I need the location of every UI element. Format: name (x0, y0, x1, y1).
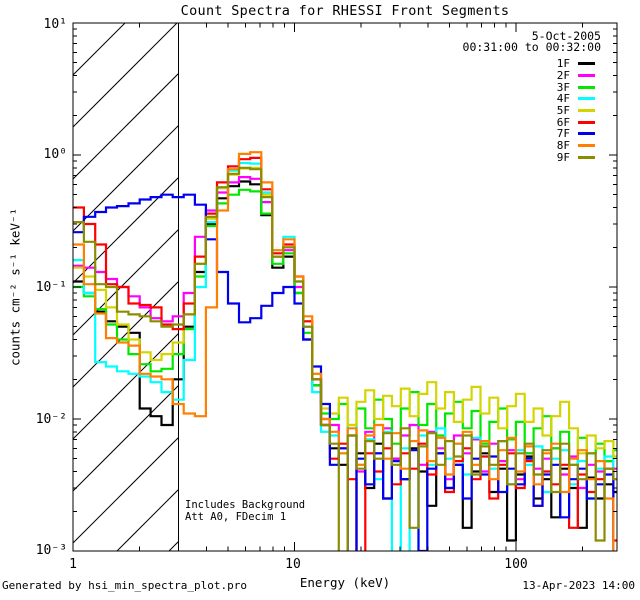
x-tick-label: 10 (285, 557, 301, 572)
render-timestamp: 13-Apr-2023 14:00 (522, 579, 635, 592)
plot-notes: Includes Background Att A0, FDecim 1 (185, 499, 305, 523)
generated-by-note: Generated by hsi_min_spectra_plot.pro (2, 579, 248, 592)
hatch-line (73, 385, 178, 492)
hatch-line (73, 177, 178, 284)
spectrum-curve-4F (73, 161, 617, 551)
hatch-line (73, 125, 178, 232)
hatch-line (73, 23, 178, 128)
legend-swatch (578, 109, 595, 113)
spectrum-curve-2F (73, 176, 617, 490)
legend-label: 9F (556, 150, 570, 164)
legend-item-6f: 6F (540, 115, 610, 129)
y-axis-label: counts cm⁻² s⁻¹ keV⁻¹ (7, 207, 23, 367)
background-note: Includes Background (185, 499, 306, 511)
spectrum-curve-5F (73, 166, 617, 458)
legend-swatch (578, 62, 595, 66)
spectrum-curve-8F (73, 151, 615, 551)
legend-swatch (578, 155, 595, 159)
legend-item-4f: 4F (540, 92, 610, 106)
obs-interval: 00:31:00 to 00:32:00 (462, 39, 601, 54)
axis-ticks (72, 22, 617, 552)
legend-label: 6F (556, 115, 570, 129)
x-tick-label: 1 (69, 557, 77, 572)
legend-item-5f: 5F (540, 104, 610, 118)
plot-title: Count Spectra for RHESSI Front Segments (180, 3, 510, 19)
legend-item-3f: 3F (540, 80, 610, 94)
obs-date: 5-Oct-2005 (531, 29, 601, 43)
legend-label: 2F (556, 69, 570, 83)
spectra-curves (73, 151, 617, 551)
spectrum-curve-1F (73, 180, 617, 551)
legend-item-9f: 9F (540, 150, 610, 164)
y-tick-label: 10⁻³ (35, 543, 67, 558)
legend-label: 8F (556, 139, 570, 153)
legend-swatch (578, 97, 595, 101)
legend-label: 3F (556, 80, 570, 94)
y-tick-label: 10⁻¹ (35, 280, 67, 295)
legend-label: 5F (556, 104, 570, 118)
hatch-line (73, 333, 178, 440)
legend-item-2f: 2F (540, 69, 610, 83)
obs-info: 5-Oct-2005 00:31:00 to 00:32:00 (463, 31, 601, 52)
legend-item-1f: 1F (540, 57, 610, 71)
y-tick-label: 10¹ (43, 17, 67, 32)
hatch-line (73, 281, 178, 388)
x-tick-label: 100 (504, 557, 528, 572)
spectrum-curve-9F (73, 166, 617, 551)
hatch-line (73, 437, 178, 544)
legend-item-8f: 8F (540, 139, 610, 153)
legend: 1F 2F 3F 4F 5F 6F 7F 8F 9F (540, 57, 610, 164)
legend-swatch (578, 85, 595, 89)
legend-label: 4F (556, 92, 570, 106)
legend-label: 1F (556, 57, 570, 71)
attenuator-note: Att A0, FDecim 1 (185, 511, 287, 523)
legend-label: 7F (556, 127, 570, 141)
legend-item-7f: 7F (540, 127, 610, 141)
legend-swatch (578, 74, 595, 78)
hatch-line (73, 73, 178, 180)
hatch-line (73, 229, 178, 336)
x-axis-label: Energy (keV) (299, 575, 391, 590)
legend-swatch (578, 132, 595, 136)
plot-frame (72, 22, 618, 552)
spectrum-curve-7F (73, 193, 615, 551)
hatch-line (73, 23, 126, 76)
spectrum-curve-3F (73, 188, 617, 466)
y-tick-label: 10⁰ (43, 147, 67, 162)
legend-swatch (578, 144, 595, 148)
hatch-line (116, 489, 178, 551)
attenuator-hatch-region (73, 23, 178, 551)
y-tick-label: 10⁻² (35, 412, 67, 427)
legend-swatch (578, 120, 595, 124)
